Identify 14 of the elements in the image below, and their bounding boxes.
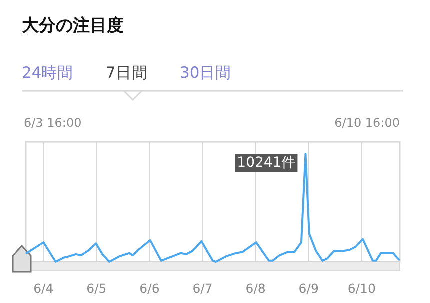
annotation: 10241件	[237, 155, 296, 171]
x-tick-label: 6/9	[298, 281, 319, 296]
x-tick-label: 6/4	[34, 281, 54, 296]
text: 6/10 16:00	[334, 116, 400, 130]
x-tick-label: 6/6	[140, 281, 160, 296]
chart-title: 大分の注目度	[22, 16, 124, 36]
text: 30日間	[180, 64, 232, 82]
x-tick-label: 6/8	[246, 281, 266, 296]
text: 7日間	[106, 64, 148, 82]
x-tick-label: 6/10	[348, 281, 376, 296]
text: 6/3 16:00	[24, 116, 82, 130]
x-tick-label: 6/7	[192, 281, 213, 296]
x-tick-label: 6/5	[86, 281, 107, 296]
text: 24時間	[22, 64, 74, 82]
